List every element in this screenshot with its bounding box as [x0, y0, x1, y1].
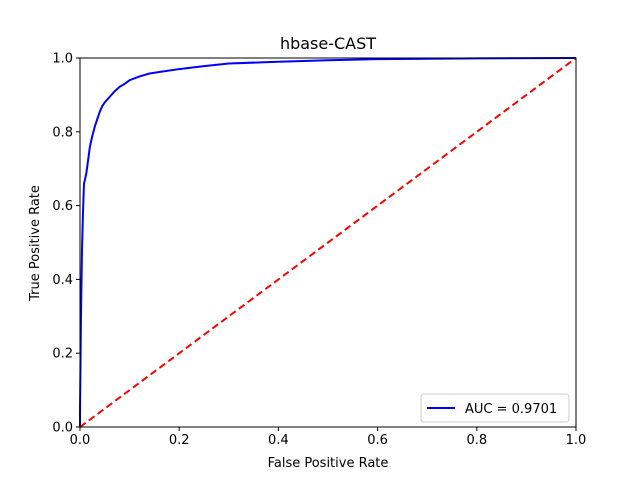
legend-label: AUC = 0.9701	[465, 402, 557, 417]
diagonal-reference-line	[79, 57, 577, 428]
y-tick-label: 0.2	[52, 347, 73, 362]
series-layer	[79, 57, 577, 428]
y-tick-label: 0.0	[52, 421, 73, 436]
y-tick-label: 0.6	[52, 199, 73, 214]
x-tick-label: 0.8	[466, 433, 487, 448]
legend-frame	[420, 393, 570, 423]
plot-area	[79, 57, 577, 428]
x-tick-label: 0.0	[70, 433, 91, 448]
y-axis-ticks: 0.0 0.2 0.4 0.6 0.8 1.0	[52, 52, 80, 436]
x-tick-label: 0.2	[169, 433, 190, 448]
chart-title: hbase-CAST	[280, 34, 376, 53]
x-axis-ticks: 0.0 0.2 0.4 0.6 0.8 1.0	[70, 427, 587, 448]
x-tick-label: 0.4	[268, 433, 289, 448]
y-tick-label: 0.4	[52, 273, 73, 288]
legend: AUC = 0.9701	[420, 393, 570, 423]
plot-frame	[79, 57, 577, 428]
x-tick-label: 0.6	[367, 433, 388, 448]
y-tick-label: 1.0	[52, 52, 73, 67]
roc-curve-line	[79, 57, 577, 427]
y-tick-label: 0.8	[52, 125, 73, 140]
x-tick-label: 1.0	[566, 433, 587, 448]
x-axis-label: False Positive Rate	[268, 456, 389, 471]
y-axis-label: True Positive Rate	[28, 185, 43, 302]
